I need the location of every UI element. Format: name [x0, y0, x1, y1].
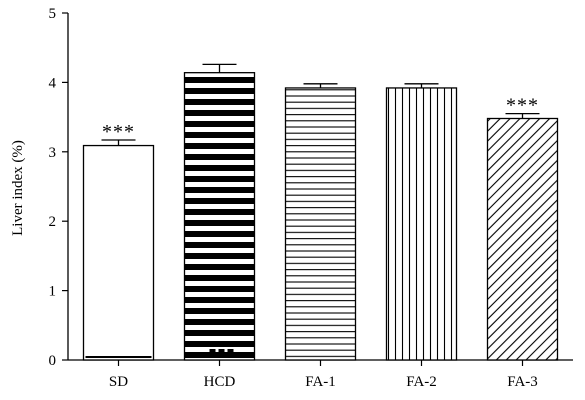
y-axis-ticks: 0 1 2 3 4 5	[49, 6, 69, 369]
y-tick-label: 4	[49, 75, 57, 91]
x-tick-label: FA-3	[507, 374, 538, 390]
y-tick-label: 3	[49, 145, 57, 161]
bar-fa-3	[488, 118, 558, 360]
bar-hcd	[185, 73, 255, 360]
significance-label: ***	[506, 95, 539, 117]
bar-dot-mark	[210, 349, 216, 354]
y-tick-label: 2	[49, 214, 57, 230]
x-tick-label: HCD	[204, 374, 236, 390]
bar-fa-1	[286, 88, 356, 360]
bars-group	[84, 73, 558, 360]
x-tick-label: FA-1	[305, 374, 336, 390]
x-tick-label: FA-2	[406, 374, 437, 390]
x-axis-ticks: SD HCD FA-1 FA-2 FA-3	[109, 360, 538, 390]
x-axis: SD HCD FA-1 FA-2 FA-3	[68, 360, 573, 390]
bar-sd	[84, 146, 154, 360]
significance-label: ***	[102, 121, 135, 143]
x-tick-label: SD	[109, 374, 128, 390]
y-tick-label: 0	[49, 353, 57, 369]
y-tick-label: 1	[49, 284, 57, 300]
y-tick-label: 5	[49, 6, 57, 22]
bar-dot-mark	[219, 349, 225, 354]
y-axis-label: Liver index (%)	[10, 140, 26, 236]
bar-dot-mark	[228, 349, 234, 354]
y-axis: 0 1 2 3 4 5	[49, 6, 69, 369]
bar-fa-2	[387, 88, 457, 360]
